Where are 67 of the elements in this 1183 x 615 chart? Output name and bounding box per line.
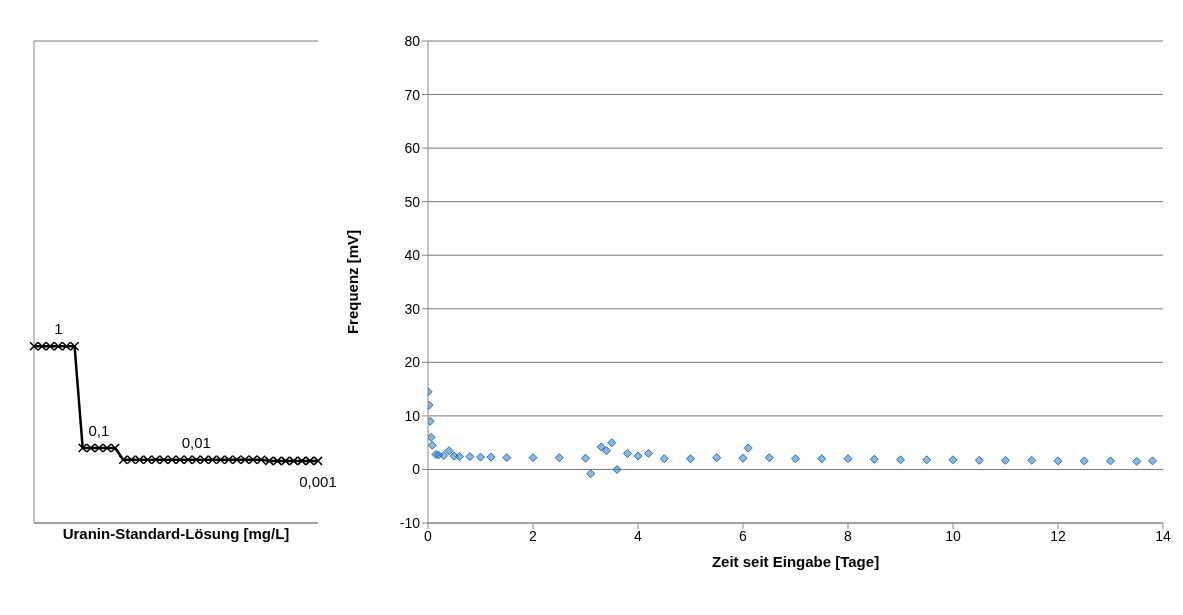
point <box>1079 456 1089 466</box>
x-tick-label: 14 <box>1155 527 1171 544</box>
point <box>659 454 669 464</box>
y-tick-label: 50 <box>404 193 421 210</box>
point <box>486 452 496 462</box>
point <box>791 454 800 464</box>
point <box>476 452 485 462</box>
point <box>948 455 958 465</box>
point <box>439 451 449 461</box>
x-axis-title: Uranin-Standard-Lösung [mg/L] <box>62 524 290 542</box>
y-tick-label: 80 <box>404 32 421 49</box>
point <box>428 440 437 450</box>
point <box>633 451 643 461</box>
y-tick-label: 0 <box>412 461 421 478</box>
point <box>607 438 617 448</box>
point <box>581 453 590 463</box>
point <box>528 453 538 463</box>
point <box>974 455 984 465</box>
point <box>1148 456 1157 466</box>
y-tick-label: 20 <box>404 354 421 371</box>
point <box>896 455 905 465</box>
annotation: 0,1 <box>88 422 110 440</box>
point <box>465 452 475 462</box>
point <box>1106 456 1115 466</box>
y-tick-label: 30 <box>404 300 421 317</box>
point <box>602 446 611 456</box>
point <box>502 453 512 463</box>
point <box>743 443 753 453</box>
point <box>712 453 722 463</box>
x-tick-label: 0 <box>424 527 433 544</box>
annotation: 1 <box>54 320 63 338</box>
x-tick-label: 8 <box>844 527 853 544</box>
annotation: 0,01 <box>181 433 211 451</box>
y-tick-label: 10 <box>404 407 421 424</box>
annotation: 0,001 <box>299 472 337 490</box>
point <box>843 454 853 464</box>
y-tick-label: 40 <box>404 247 421 264</box>
y-tick-label: 70 <box>404 86 421 103</box>
point <box>1027 455 1037 465</box>
x-tick-label: 4 <box>634 527 643 544</box>
point <box>686 454 695 464</box>
x-tick-label: 6 <box>739 527 748 544</box>
y-tick-label: -10 <box>399 514 421 531</box>
point <box>449 451 459 461</box>
x-tick-label: 2 <box>529 527 538 544</box>
point <box>612 464 622 474</box>
point <box>764 453 774 463</box>
point <box>554 453 564 463</box>
point <box>869 454 879 464</box>
point <box>455 452 464 462</box>
point <box>586 469 596 479</box>
x-tick-label: 10 <box>945 527 961 544</box>
point <box>738 453 748 463</box>
x-tick-label: 12 <box>1050 527 1066 544</box>
point <box>428 432 436 442</box>
x-axis-title: Zeit seit Eingabe [Tage] <box>711 552 880 570</box>
point <box>644 448 653 458</box>
point <box>1132 456 1142 466</box>
y-tick-label: 60 <box>404 140 421 157</box>
point <box>1053 456 1063 466</box>
point <box>922 455 932 465</box>
point <box>596 442 606 452</box>
point <box>817 454 827 464</box>
point <box>623 448 632 458</box>
point <box>444 446 454 456</box>
point <box>1001 455 1010 465</box>
y-axis-title: Frequenz [mV] <box>344 229 362 335</box>
